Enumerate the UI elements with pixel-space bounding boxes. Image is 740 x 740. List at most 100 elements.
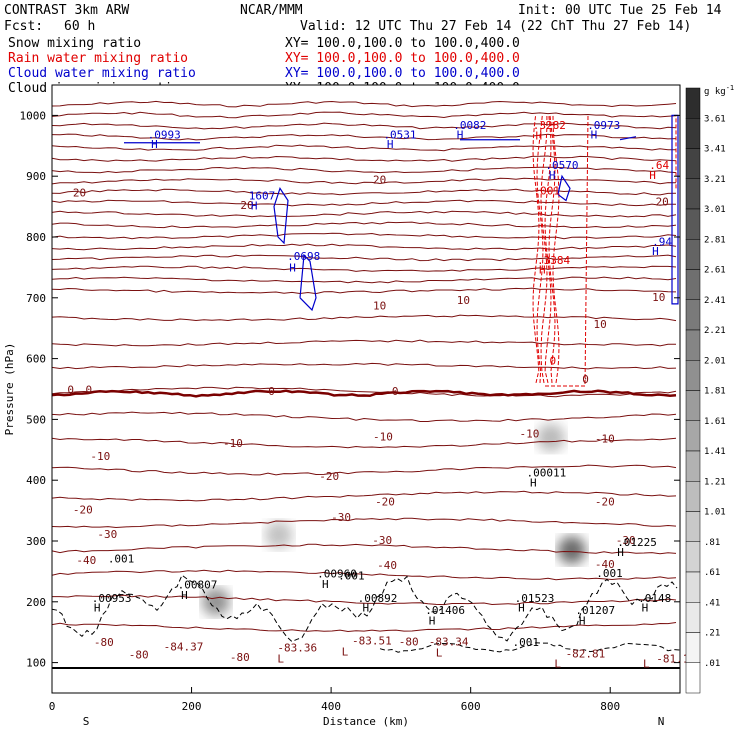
- temperature-label: -20: [595, 496, 615, 509]
- temperature-contour: [52, 100, 677, 108]
- colorbar-cell: [685, 360, 701, 391]
- temperature-label: 20: [656, 195, 669, 208]
- ice-label: .001: [596, 567, 623, 580]
- temperature-contour: [52, 411, 677, 422]
- snow-label: .01523: [515, 592, 555, 605]
- temperature-contour: [52, 464, 677, 476]
- temperature-label: -82.81: [566, 648, 606, 661]
- x-tick-label: 400: [321, 700, 341, 713]
- temperature-label: 0: [85, 383, 92, 396]
- x-end-south: S: [83, 715, 90, 728]
- colorbar: g kg-1 3.61 3.41 3.21 3.01 2.81 2.61 2.41 2.21 2…: [685, 84, 734, 694]
- snow-label: .00892: [358, 592, 398, 605]
- cloud-water-contour: [557, 174, 571, 202]
- temperature-label: -80: [94, 636, 114, 649]
- cloud-label: H: [457, 129, 464, 142]
- rain-label: H: [536, 130, 543, 143]
- temperature-label: -10: [90, 450, 110, 463]
- init-time: Init: 00 UTC Tue 25 Feb 14: [518, 3, 722, 18]
- temperature-label: -10: [223, 437, 243, 450]
- cloud-water-contour: [619, 136, 637, 141]
- y-tick-label: 500: [26, 413, 46, 426]
- ice-contour: [52, 574, 678, 643]
- temperature-label: L: [277, 653, 284, 666]
- temperature-label: -20: [375, 496, 395, 509]
- ice-label: .001: [338, 569, 365, 582]
- ice-label: .001: [513, 636, 540, 649]
- field-rain-name: Rain water mixing ratio: [8, 51, 188, 66]
- temperature-contour: [52, 276, 677, 284]
- snow-label: H: [363, 602, 370, 615]
- snow-label: .01207: [575, 604, 615, 617]
- temperature-contour: [52, 362, 677, 370]
- temperature-label: -83.36: [277, 642, 317, 655]
- snow-shading: [201, 423, 586, 616]
- colorbar-label: 3.21: [704, 175, 726, 185]
- ice-contour-upper: [379, 642, 680, 653]
- colorbar-cell: [685, 450, 701, 482]
- rain-label: H: [539, 263, 546, 276]
- field-rain-xy: XY= 100.0,100.0 to 100.0,400.0: [285, 51, 520, 66]
- y-axis-title: Pressure (hPa): [3, 343, 16, 436]
- temperature-contour: [52, 569, 677, 581]
- rain-contour: [540, 115, 548, 384]
- temperature-label: 0: [67, 383, 74, 396]
- ice-label: .01225: [617, 536, 657, 549]
- temperature-contour: [52, 221, 677, 229]
- temperature-contour: [52, 122, 677, 130]
- cloud-label: .0531: [383, 129, 416, 142]
- freezing-level-contour: [52, 389, 677, 398]
- x-axis-title: Distance (km): [323, 715, 409, 728]
- field-cloud-name: Cloud water mixing ratio: [8, 66, 196, 81]
- colorbar-cell: [685, 299, 701, 331]
- temperature-label: -84.37: [164, 640, 204, 653]
- temperature-label: L: [342, 645, 349, 658]
- colorbar-label: 1.01: [704, 508, 726, 518]
- x-tick-label: 0: [49, 700, 56, 713]
- colorbar-cell: [685, 541, 701, 573]
- cloud-water-contour: [273, 186, 289, 245]
- y-tick-label: 400: [26, 474, 46, 487]
- y-tick-label: 200: [26, 596, 46, 609]
- temperature-contour: [52, 133, 677, 141]
- temperature-label: -10: [520, 428, 540, 441]
- rain-contour: [532, 115, 540, 384]
- cloud-label: .0082: [453, 119, 486, 132]
- temperature-contour: [52, 490, 677, 502]
- y-tick-label: 700: [26, 292, 46, 305]
- cloud-label: H: [251, 200, 258, 213]
- ice-label: .001: [108, 552, 135, 565]
- y-tick-label: 900: [26, 170, 46, 183]
- snow-label: H: [94, 602, 101, 615]
- temperature-contour: [52, 437, 677, 449]
- cloud-label: .0973: [587, 119, 620, 132]
- y-tick-label: 300: [26, 535, 46, 548]
- temperature-contour: [52, 166, 677, 174]
- temperature-contour: [52, 254, 677, 262]
- field-snow-name: Snow mixing ratio: [8, 36, 141, 51]
- colorbar-label: 2.81: [704, 235, 726, 245]
- temperature-label: -20: [319, 470, 339, 483]
- x-end-north: N: [658, 715, 665, 728]
- colorbar-label: 3.61: [704, 114, 726, 124]
- cloud-label: 1607: [249, 189, 275, 202]
- model-title: CONTRAST 3km ARW: [4, 3, 129, 18]
- colorbar-label: 1.41: [704, 447, 726, 457]
- temperature-label: -80: [230, 651, 250, 664]
- temperature-contour: [52, 243, 677, 251]
- rain-label: .3282: [533, 119, 566, 132]
- colorbar-cell: [685, 239, 701, 270]
- colorbar-cell: [685, 632, 701, 663]
- field-snow-xy: XY= 100.0,100.0 to 100.0,400.0: [285, 36, 520, 51]
- colorbar-label: .81: [704, 538, 720, 548]
- snow-label: .01406: [425, 604, 465, 617]
- temperature-label: -30: [616, 534, 636, 547]
- fcst-value: 60 h: [64, 19, 95, 34]
- temperature-label: -80: [129, 648, 149, 661]
- plot-area: [52, 85, 680, 693]
- y-tick-label: 100: [26, 657, 46, 670]
- cloud-label: .0570: [545, 159, 578, 172]
- temperature-label: -83.51: [352, 634, 392, 647]
